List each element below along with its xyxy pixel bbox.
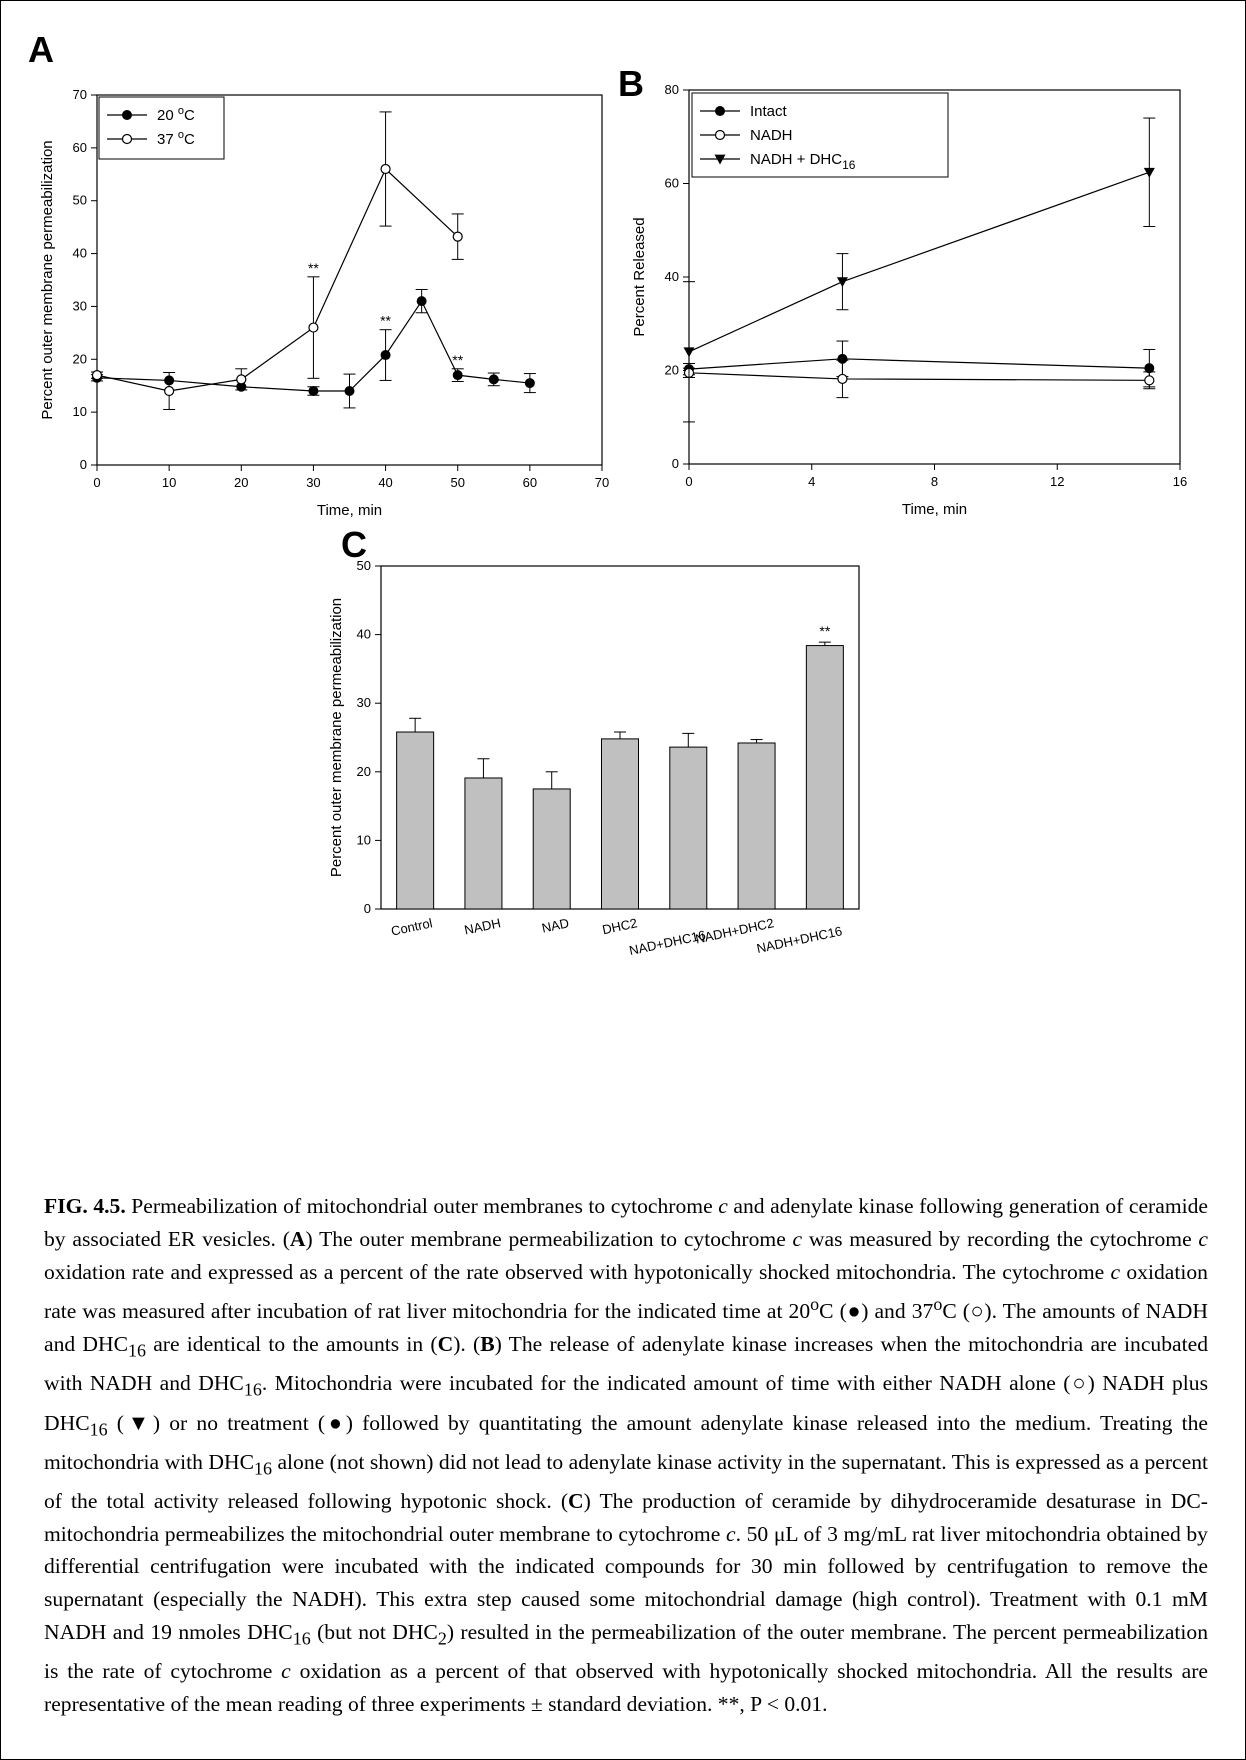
x-tick-label: 20: [234, 475, 248, 490]
data-point: [308, 386, 319, 396]
bar: [396, 731, 435, 910]
y-axis-label: Percent Released: [631, 217, 648, 336]
y-tick-label: 10: [73, 404, 87, 419]
legend-marker: [715, 106, 725, 116]
data-point: [380, 163, 391, 175]
data-point: [452, 231, 463, 242]
x-tick-label: 10: [162, 475, 176, 490]
category-label: NADH: [463, 915, 502, 937]
category-label: NAD: [540, 915, 570, 935]
data-point: [344, 386, 355, 396]
y-tick-label: 40: [665, 269, 679, 284]
panel-label-C: C: [341, 524, 367, 565]
data-point: [236, 374, 247, 385]
y-tick-label: 30: [357, 695, 371, 710]
data-point: [683, 347, 695, 358]
legend-box: [98, 96, 225, 160]
bar: [532, 788, 571, 910]
panel-A: 0 10 20 30 40 50 60 70 0 10 20 30 40 50 60 70 Time, min P…: [28, 29, 609, 519]
bar: [669, 746, 708, 910]
y-tick-label: 20: [665, 363, 679, 378]
data-point: [1144, 375, 1155, 386]
panel-C: 0 10 20 30 40 50 Percent outer membrane permea…: [328, 524, 860, 958]
legend-entry: Intact: [750, 103, 788, 120]
y-tick-label: 10: [357, 832, 371, 847]
series-1: [91, 111, 464, 410]
x-tick-label: 70: [595, 475, 609, 490]
bar: [737, 742, 776, 910]
data-point: [164, 385, 175, 397]
y-tick-label: 40: [73, 246, 87, 261]
data-point: [1143, 167, 1155, 178]
legend-entry: 37 oC: [157, 129, 195, 148]
panel-label-A: A: [28, 29, 54, 70]
data-point: [380, 350, 391, 361]
y-tick-label: 60: [73, 140, 87, 155]
y-tick-label: 80: [665, 82, 679, 97]
x-tick-label: 60: [523, 475, 537, 490]
legend-marker: [121, 133, 133, 145]
bar: [805, 645, 844, 910]
y-tick-label: 50: [73, 193, 87, 208]
data-point: [308, 322, 319, 333]
y-tick-label: 50: [357, 558, 371, 573]
data-point: [836, 277, 848, 288]
significance-mark: **: [452, 352, 463, 368]
y-axis-label: Percent outer membrane permeabilization: [328, 598, 345, 877]
x-tick-label: 0: [93, 475, 100, 490]
series-line: [96, 299, 530, 392]
series-2: [683, 117, 1156, 423]
panel-label-B: B: [618, 63, 644, 104]
y-tick-label: 40: [357, 627, 371, 642]
series-line: [688, 372, 1150, 381]
y-tick-label: 70: [73, 87, 87, 102]
data-point: [524, 378, 535, 389]
x-tick-label: 50: [450, 475, 464, 490]
y-tick-label: 20: [73, 351, 87, 366]
x-axis-label: Time, min: [317, 502, 382, 519]
x-tick-label: 8: [931, 474, 938, 489]
x-tick-label: 30: [306, 475, 320, 490]
y-tick-label: 0: [672, 456, 679, 471]
data-point: [488, 374, 499, 385]
legend-entry: 20 oC: [157, 105, 195, 124]
series-line: [688, 171, 1150, 353]
legend-marker: [714, 154, 726, 165]
x-tick-label: 0: [685, 474, 692, 489]
legend-marker: [714, 129, 726, 141]
x-tick-label: 12: [1050, 474, 1064, 489]
significance-mark: **: [819, 623, 830, 639]
y-tick-label: 30: [73, 298, 87, 313]
bar: [601, 738, 639, 910]
y-tick-label: 60: [665, 176, 679, 191]
significance-mark: **: [380, 313, 391, 329]
bar: [464, 777, 503, 910]
data-point: [1144, 363, 1155, 374]
panel-B: 0 4 8 12 16 0 20 40 60 80 Time, min Percent Release…: [618, 63, 1187, 518]
series-line: [96, 167, 459, 392]
significance-mark: **: [308, 260, 319, 276]
data-point: [452, 370, 463, 381]
y-tick-label: 20: [357, 764, 371, 779]
plot-area-A: [96, 94, 603, 466]
figure-label: FIG. 4.5.: [44, 1194, 126, 1218]
y-axis-label: Percent outer membrane permeabilization: [39, 140, 56, 419]
data-point: [91, 370, 103, 381]
y-tick-label: 0: [80, 457, 87, 472]
x-tick-label: 40: [378, 475, 392, 490]
x-tick-label: 4: [808, 474, 815, 489]
category-label: DHC2: [601, 915, 639, 937]
series-line: [688, 358, 1150, 370]
x-tick-label: 16: [1173, 474, 1187, 489]
legend-entry: NADH + DHC16: [750, 151, 856, 172]
data-point: [416, 296, 427, 307]
legend-entry: NADH: [750, 127, 793, 144]
data-point: [837, 373, 848, 385]
x-axis-label: Time, min: [902, 501, 967, 518]
category-label: Control: [390, 915, 434, 938]
legend-marker: [122, 110, 132, 120]
y-tick-label: 0: [364, 901, 371, 916]
figure-caption: FIG. 4.5. Permeabilization of mitochondr…: [44, 1194, 1209, 1716]
